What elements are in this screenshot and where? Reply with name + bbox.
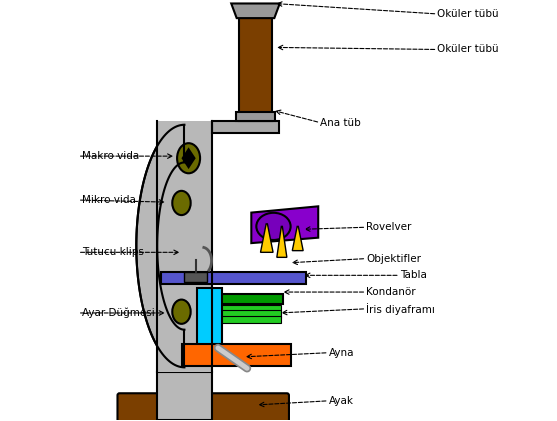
Polygon shape	[157, 120, 212, 371]
Text: İris diyaframı: İris diyaframı	[367, 303, 435, 315]
Polygon shape	[136, 125, 184, 368]
Polygon shape	[182, 147, 196, 169]
Text: Kondanör: Kondanör	[367, 287, 416, 297]
Polygon shape	[236, 112, 275, 120]
Ellipse shape	[177, 143, 200, 173]
Polygon shape	[277, 226, 287, 257]
Text: Mikro vida: Mikro vida	[82, 195, 136, 205]
Text: Ayak: Ayak	[329, 396, 354, 406]
Polygon shape	[212, 120, 278, 133]
Text: Tutucu klips: Tutucu klips	[82, 247, 144, 257]
Text: Ayar Düğmesi: Ayar Düğmesi	[82, 308, 155, 318]
Text: Makro vida: Makro vida	[82, 151, 139, 161]
Ellipse shape	[256, 213, 291, 240]
Text: Rovelver: Rovelver	[367, 222, 412, 232]
Ellipse shape	[172, 191, 190, 215]
Polygon shape	[218, 310, 281, 318]
Polygon shape	[251, 206, 318, 243]
FancyBboxPatch shape	[118, 393, 289, 421]
Text: Ayna: Ayna	[329, 348, 354, 358]
Polygon shape	[182, 344, 291, 366]
Polygon shape	[157, 371, 212, 420]
Polygon shape	[261, 224, 273, 252]
Polygon shape	[292, 226, 303, 250]
Text: Oküler tübü: Oküler tübü	[437, 9, 499, 19]
Polygon shape	[239, 10, 272, 120]
Polygon shape	[197, 288, 222, 356]
Polygon shape	[157, 120, 212, 371]
Polygon shape	[231, 3, 280, 18]
Ellipse shape	[172, 300, 190, 324]
Text: Oküler tübü: Oküler tübü	[437, 45, 499, 54]
Polygon shape	[212, 294, 283, 304]
Text: Tabla: Tabla	[400, 270, 427, 280]
Polygon shape	[218, 316, 281, 323]
Text: Ana tüb: Ana tüb	[320, 118, 361, 128]
Text: Objektifler: Objektifler	[367, 253, 421, 264]
Polygon shape	[218, 305, 281, 312]
Polygon shape	[184, 272, 207, 282]
Polygon shape	[162, 272, 306, 284]
